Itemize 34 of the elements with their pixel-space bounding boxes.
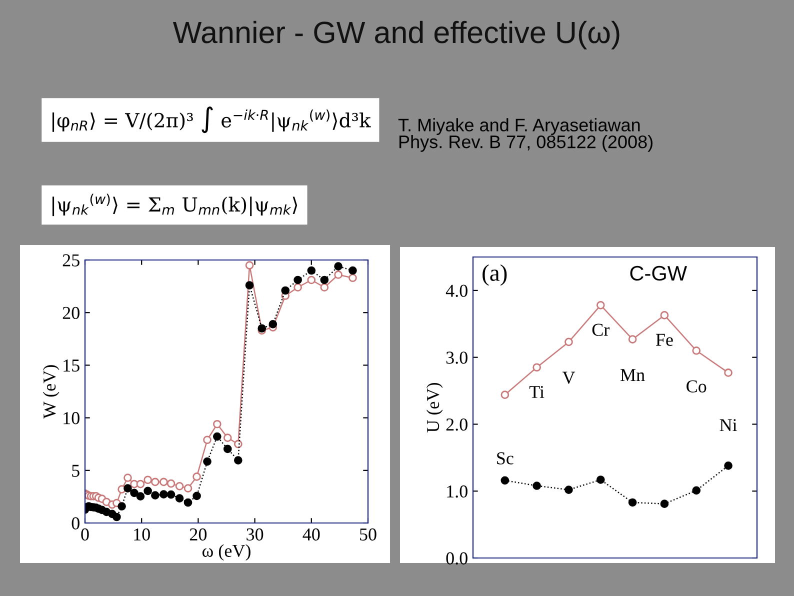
x-axis-title: ω (eV) (202, 544, 250, 561)
y-tick-label: 5 (72, 464, 80, 477)
x-tick-label: 10 (134, 528, 150, 541)
y-tick-label: 25 (62, 254, 80, 266)
y-tick-label: 15 (64, 360, 80, 372)
y-tick-label: 4.0 (446, 284, 468, 297)
x-tick-label: Ni (720, 419, 737, 432)
y-tick-label: 0 (72, 517, 80, 530)
y-tick-label: 3.0 (446, 352, 468, 364)
y-tick-label: 20 (62, 306, 80, 320)
y-tick-label: 2.0 (446, 418, 468, 431)
chart-title: Wannier - GW and effective U(ω) (172, 20, 620, 50)
x-tick-label: Fe (656, 334, 673, 346)
text: T. Miyake and F. Aryasetiawan Phys. Rev. B 77, 085122 (2008) (398, 118, 652, 152)
x-tick-label: V (562, 372, 576, 384)
annotation: (a) (482, 264, 507, 286)
y-tick-label: 10 (64, 412, 80, 424)
annotation: C-GW (630, 266, 687, 281)
y-axis-title: W (eV) (42, 365, 60, 419)
x-tick-label: Sc (497, 452, 514, 464)
y-tick-label: 0.0 (446, 552, 468, 565)
x-tick-label: Mn (620, 369, 645, 381)
x-tick-label: 20 (190, 528, 207, 541)
y-axis-title: U (eV) (426, 382, 443, 432)
x-tick-label: Cr (592, 324, 610, 336)
x-tick-label: 50 (360, 528, 376, 541)
text: |ψ$_{nk}$$^{(w)}$⟩ = Σ$_{m}$ U$_{mn}$(k)|ψ$_{mk}$⟩ (52, 194, 298, 216)
x-tick-label: 40 (302, 528, 320, 541)
x-tick-label: Ti (529, 386, 544, 398)
x-tick-label: 30 (246, 528, 264, 541)
x-tick-label: Co (686, 380, 706, 392)
x-tick-label: 0 (81, 528, 89, 541)
text: |φ$_{nR}$⟩ = V/(2π)³ ∫ e$^{−ik·R}$|ψ$_{nk}$$^{(w)}$⟩d³k (52, 106, 371, 134)
y-tick-label: 1.0 (447, 485, 468, 498)
